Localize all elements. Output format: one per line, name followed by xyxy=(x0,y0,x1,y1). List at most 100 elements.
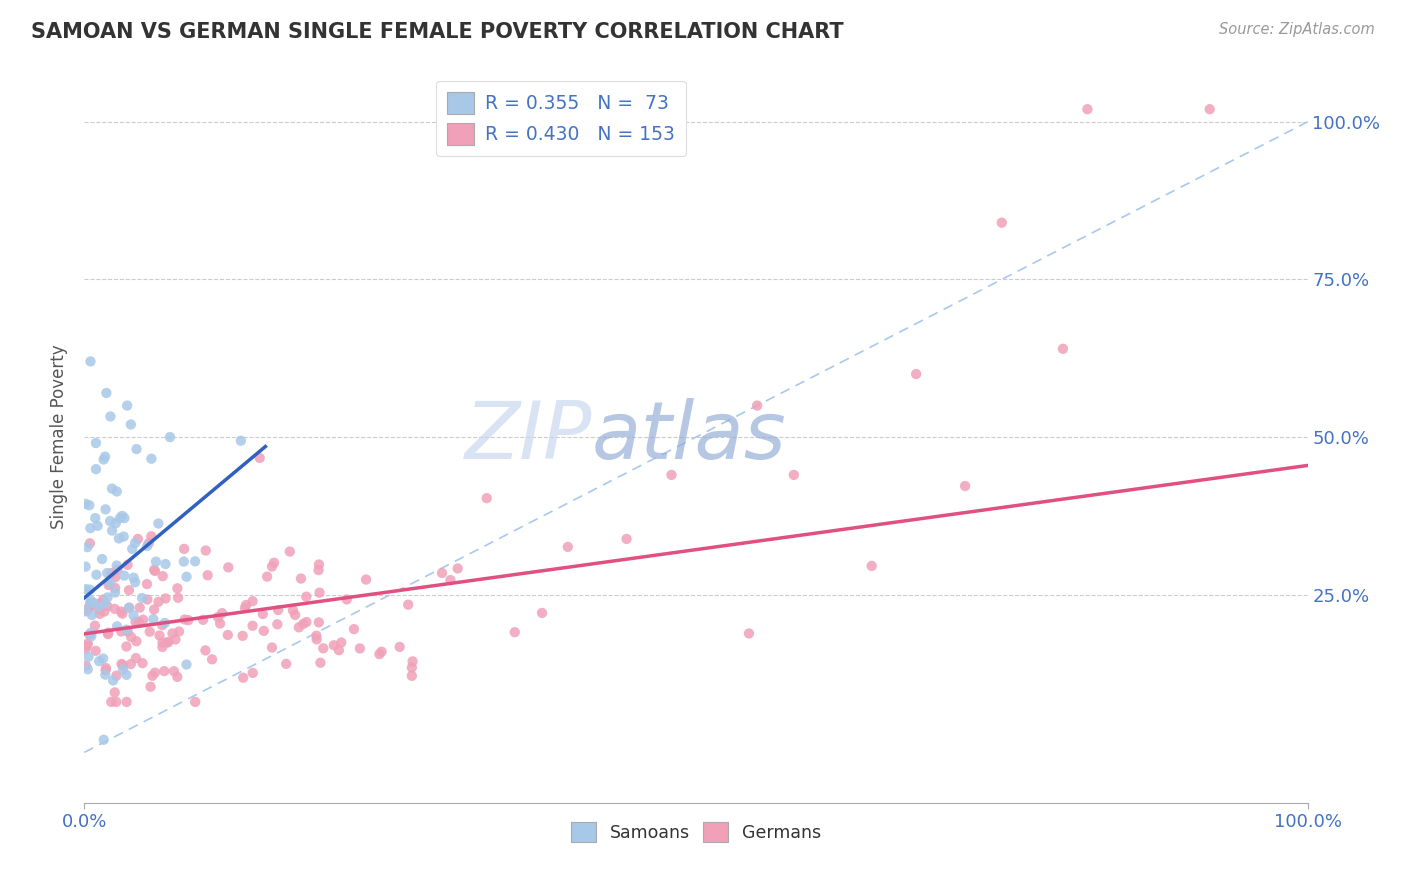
Point xyxy=(136,539,159,553)
Point xyxy=(111,607,134,621)
Text: ZIP: ZIP xyxy=(464,398,592,476)
Point xyxy=(120,417,142,432)
Point xyxy=(127,532,149,546)
Point xyxy=(79,521,101,535)
Point xyxy=(79,628,101,642)
Point xyxy=(905,367,928,381)
Point xyxy=(322,638,344,652)
Point xyxy=(101,524,124,538)
Point xyxy=(439,573,461,587)
Point xyxy=(79,582,101,597)
Point xyxy=(148,628,170,642)
Point xyxy=(131,656,153,670)
Point xyxy=(229,434,252,448)
Point xyxy=(112,511,135,525)
Point xyxy=(125,651,148,665)
Point xyxy=(242,619,264,633)
Point xyxy=(97,627,120,641)
Point xyxy=(93,732,115,747)
Point xyxy=(94,661,117,675)
Legend: Samoans, Germans: Samoans, Germans xyxy=(564,815,828,849)
Point xyxy=(142,612,165,626)
Point xyxy=(661,467,683,482)
Point xyxy=(79,536,101,550)
Point xyxy=(370,645,392,659)
Point xyxy=(278,544,301,558)
Point xyxy=(143,563,166,577)
Point xyxy=(87,599,110,614)
Point xyxy=(75,658,97,673)
Point xyxy=(194,643,217,657)
Point xyxy=(141,451,163,466)
Point xyxy=(396,598,419,612)
Point xyxy=(155,591,177,606)
Point xyxy=(150,618,173,632)
Point xyxy=(401,660,423,674)
Point xyxy=(145,555,167,569)
Point xyxy=(616,532,638,546)
Point xyxy=(79,498,101,512)
Point xyxy=(162,626,184,640)
Point xyxy=(308,585,330,599)
Point xyxy=(211,606,233,620)
Point xyxy=(173,555,195,569)
Point xyxy=(80,607,103,622)
Point xyxy=(105,484,128,499)
Point xyxy=(249,450,271,465)
Point xyxy=(557,540,579,554)
Point xyxy=(312,641,335,656)
Point xyxy=(79,625,101,640)
Point xyxy=(368,647,391,661)
Point xyxy=(308,558,330,572)
Point xyxy=(308,615,330,630)
Point xyxy=(122,571,145,585)
Point xyxy=(77,649,100,664)
Point xyxy=(166,670,188,684)
Point xyxy=(117,624,139,639)
Point xyxy=(343,622,366,636)
Point xyxy=(93,605,115,619)
Point xyxy=(120,630,142,644)
Point xyxy=(79,354,101,368)
Point xyxy=(173,613,195,627)
Point xyxy=(77,636,100,650)
Point xyxy=(124,575,146,590)
Point xyxy=(217,628,239,642)
Point xyxy=(104,516,127,531)
Point xyxy=(96,386,118,401)
Point xyxy=(191,613,214,627)
Point xyxy=(148,516,170,531)
Point xyxy=(157,635,180,649)
Point xyxy=(153,664,176,678)
Point xyxy=(266,617,288,632)
Point xyxy=(167,624,190,639)
Point xyxy=(111,658,134,673)
Point xyxy=(120,657,142,672)
Point xyxy=(242,594,264,608)
Point xyxy=(143,665,166,680)
Point xyxy=(309,656,332,670)
Point xyxy=(94,502,117,516)
Point xyxy=(430,566,453,580)
Point xyxy=(738,626,761,640)
Point xyxy=(115,640,138,654)
Point xyxy=(105,668,128,682)
Point xyxy=(354,573,377,587)
Point xyxy=(83,596,105,610)
Point xyxy=(101,673,124,688)
Point xyxy=(475,491,498,506)
Point xyxy=(86,567,108,582)
Point xyxy=(263,556,285,570)
Point xyxy=(281,603,304,617)
Point xyxy=(104,570,127,584)
Point xyxy=(233,601,256,615)
Point xyxy=(166,582,188,596)
Point xyxy=(336,592,359,607)
Text: Source: ZipAtlas.com: Source: ZipAtlas.com xyxy=(1219,22,1375,37)
Point xyxy=(98,514,121,528)
Point xyxy=(89,654,111,668)
Point xyxy=(108,511,131,525)
Point xyxy=(84,511,107,525)
Point xyxy=(1076,102,1098,116)
Point xyxy=(141,669,163,683)
